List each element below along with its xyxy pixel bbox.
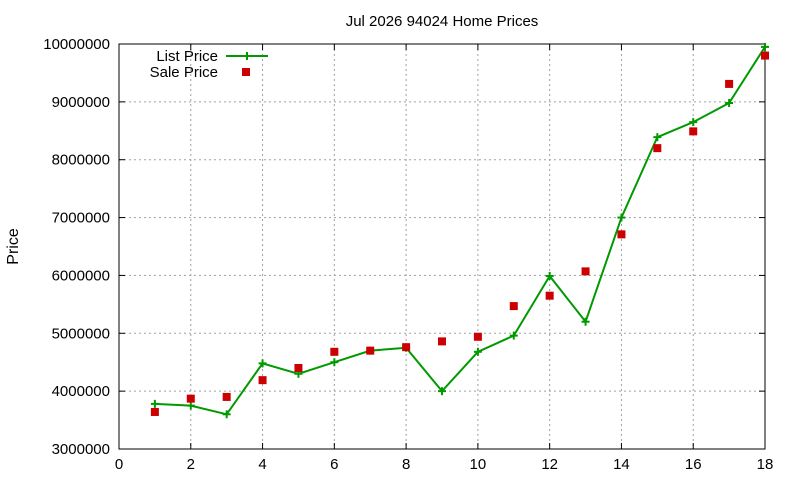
chart-title: Jul 2026 94024 Home Prices [346,13,539,30]
sale-price-point [689,127,698,136]
series-list-price [150,42,769,419]
legend-label-list-price: List Price [156,48,218,65]
series-layer [150,42,769,419]
legend-marker-sale-price [242,68,250,76]
y-axis-label: Price [5,228,22,265]
list-price-point [473,347,482,356]
y-tick-label: 4000000 [52,383,110,400]
list-price-point [581,317,590,326]
sale-price-point [473,332,482,341]
x-tick-label: 14 [613,456,630,473]
sale-price-point [725,79,734,88]
sale-price-point [653,144,662,153]
x-tick-label: 10 [470,456,487,473]
list-price-point [150,399,159,408]
x-tick-label: 0 [115,456,123,473]
sale-price-point [438,337,446,346]
y-tick-label: 6000000 [52,267,110,284]
plot-border [118,43,766,450]
list-price-point [689,118,698,127]
series-sale-price [150,51,769,416]
x-tick-label: 6 [330,456,338,473]
sale-price-point [581,267,590,276]
legend-marker-list-price [243,52,251,60]
list-price-point [617,213,626,222]
list-price-point [222,410,231,419]
y-tick-label: 9000000 [52,94,110,111]
axis-ticks: 0 2 4 6 8 10 12 14 16 18 3000000 4000000 5000000 6000… [43,36,773,473]
sale-price-point [617,230,626,239]
list-price-line [154,46,766,416]
list-price-point [653,133,662,142]
x-tick-label: 12 [541,456,558,473]
list-price-point [725,99,734,108]
list-price-point [186,401,195,410]
sale-price-point [761,51,769,60]
sale-price-point [330,347,339,356]
list-price-point [258,359,267,368]
x-tick-label: 18 [757,456,774,473]
y-tick-label: 3000000 [52,441,110,458]
x-tick-label: 8 [402,456,410,473]
y-tick-label: 7000000 [52,210,110,227]
sale-price-point [402,343,411,352]
sale-price-point [366,346,375,355]
sale-price-point [150,407,159,416]
x-tick-label: 4 [258,456,266,473]
sale-price-point [222,392,231,401]
x-tick-label: 16 [685,456,702,473]
legend-label-sale-price: Sale Price [150,64,218,81]
y-tick-label: 5000000 [52,325,110,342]
list-price-point [761,42,769,51]
sale-price-point [294,364,303,372]
x-tick-label: 2 [187,456,195,473]
list-price-point [545,272,554,281]
sale-price-point [509,302,518,311]
sale-price-point [545,291,554,300]
sale-price-point [258,376,267,385]
y-tick-label: 10000000 [43,36,110,53]
sale-price-point [186,394,195,403]
list-price-point [438,387,446,396]
list-price-point [509,331,518,340]
y-tick-label: 8000000 [52,152,110,169]
list-price-point [330,358,339,367]
